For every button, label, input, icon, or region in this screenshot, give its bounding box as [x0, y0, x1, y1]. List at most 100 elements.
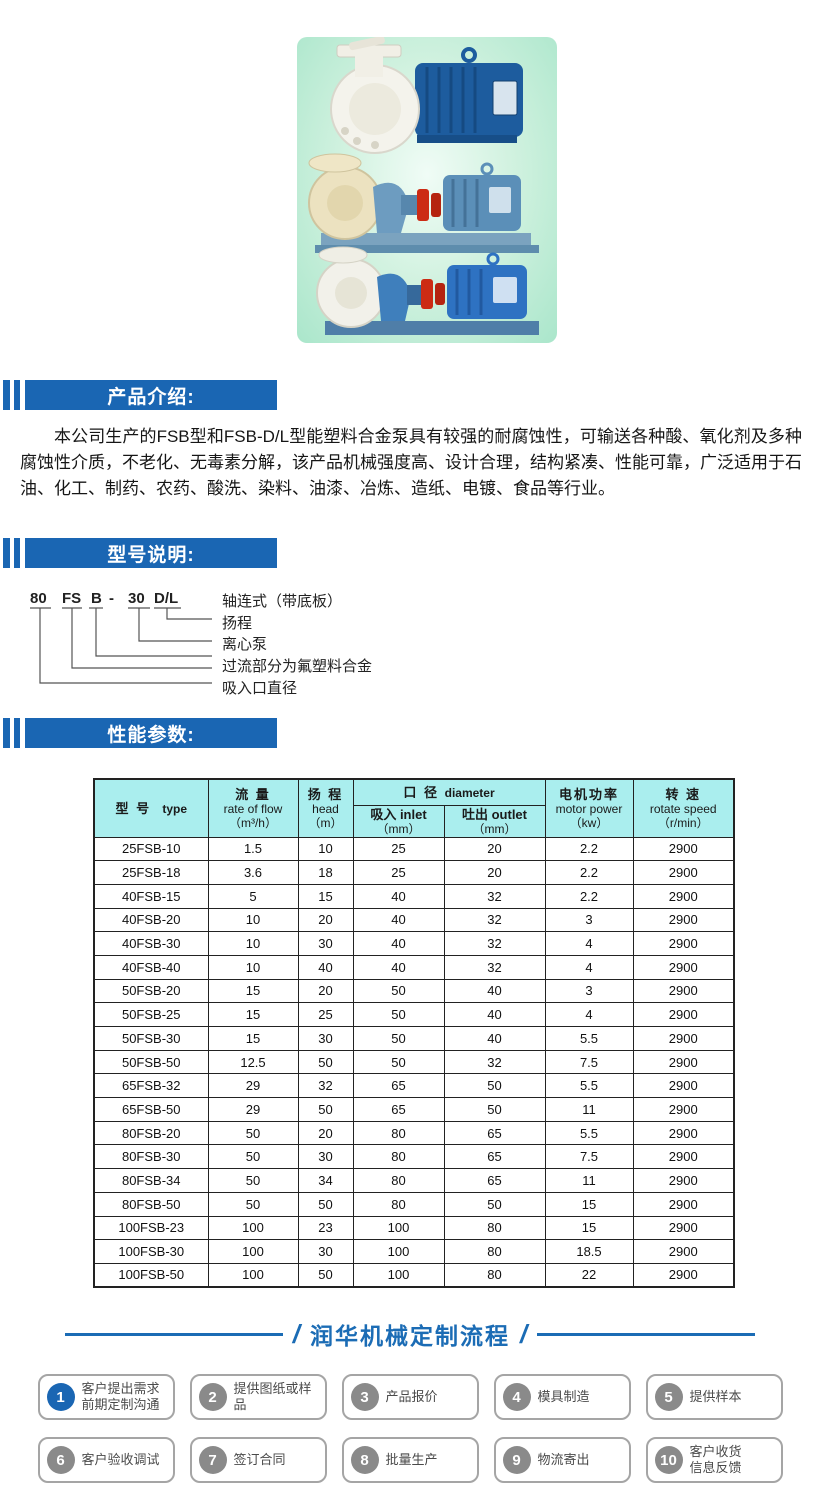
- pumps-illustration: [308, 37, 539, 335]
- table-cell: 80: [443, 1262, 546, 1288]
- table-cell: 100FSB-50: [93, 1262, 209, 1288]
- table-cell: 15: [544, 1215, 634, 1241]
- table-cell: 50: [443, 1073, 546, 1099]
- table-cell: 65FSB-32: [93, 1073, 209, 1099]
- title-line-right: [537, 1332, 755, 1336]
- table-cell: 50FSB-20: [93, 978, 209, 1004]
- table-cell: 100: [207, 1262, 299, 1288]
- table-cell: 25: [297, 1002, 354, 1027]
- section-header-params: 性能参数:: [0, 718, 820, 748]
- process-title-text: 润华机械定制流程: [310, 1323, 510, 1349]
- table-row: 40FSB-30 10 30 40 32 4 2900: [93, 931, 735, 956]
- table-cell: 80: [352, 1144, 445, 1170]
- table-cell: 50: [207, 1168, 299, 1193]
- table-cell: 3: [544, 907, 634, 933]
- process-step-card: 6 客户验收调试: [37, 1437, 175, 1483]
- process-step-card: 5 提供样本: [645, 1374, 783, 1420]
- process-title: / 润华机械定制流程 /: [0, 1318, 820, 1350]
- diagram-label-fluoroplastic: 过流部分为氟塑料合金: [222, 658, 373, 675]
- table-cell: 20: [443, 836, 546, 862]
- table-cell: 15: [207, 1026, 299, 1051]
- table-cell: 80FSB-34: [93, 1168, 209, 1193]
- step-number-badge: 10: [654, 1446, 683, 1474]
- step-number-badge: 4: [502, 1383, 531, 1411]
- decor-stripe: [14, 380, 20, 410]
- model-code-diagram: 80 FS B - 30 D/L 轴连式（带底板） 扬程 离心泵 过流部分为氟塑…: [0, 588, 820, 708]
- model-code-b: B: [91, 590, 102, 607]
- step-label: 客户验收调试: [81, 1452, 160, 1467]
- pump-bottom: [316, 246, 539, 335]
- table-cell: 5.5: [544, 1120, 634, 1146]
- model-code-dash: -: [109, 590, 114, 607]
- table-cell: 40FSB-40: [93, 954, 209, 980]
- title-line-left: [65, 1332, 283, 1336]
- model-code-fs: FS: [62, 590, 82, 607]
- table-cell: 2900: [632, 1049, 735, 1075]
- table-cell: 80: [443, 1239, 546, 1264]
- step-number-badge: 8: [350, 1446, 379, 1474]
- table-cell: 15: [544, 1191, 634, 1217]
- model-code-30: 30: [128, 590, 145, 607]
- table-cell: 50: [297, 1097, 354, 1122]
- table-cell: 50: [443, 1097, 546, 1122]
- step-label: 提供样本: [689, 1389, 742, 1404]
- table-cell: 100FSB-23: [93, 1215, 209, 1241]
- table-cell: 18: [297, 860, 354, 885]
- step-number-badge: 5: [654, 1383, 683, 1411]
- process-step-card: 1 客户提出需求 前期定制沟通: [37, 1374, 175, 1420]
- table-cell: 40: [297, 954, 354, 980]
- table-row: 65FSB-50 29 50 65 50 11 2900: [93, 1097, 735, 1122]
- table-cell: 80: [352, 1120, 445, 1146]
- table-cell: 32: [443, 907, 546, 933]
- table-cell: 10: [207, 907, 299, 933]
- table-cell: 2900: [632, 1073, 735, 1099]
- table-cell: 10: [207, 954, 299, 980]
- table-cell: 65FSB-50: [93, 1097, 209, 1122]
- table-cell: 29: [207, 1073, 299, 1099]
- step-label: 物流寄出: [537, 1452, 590, 1467]
- performance-table: 型 号 type 流 量 rate of flow （m³/h） 扬 程 hea…: [93, 778, 735, 1289]
- table-row: 50FSB-20 15 20 50 40 3 2900: [93, 978, 735, 1004]
- step-label: 签订合同: [233, 1452, 286, 1467]
- decor-stripe: [3, 718, 10, 748]
- pump-top: [330, 37, 523, 154]
- table-row: 80FSB-20 50 20 80 65 5.5 2900: [93, 1120, 735, 1146]
- table-cell: 2900: [632, 1002, 735, 1027]
- table-cell: 65: [443, 1168, 546, 1193]
- table-cell: 40: [443, 1026, 546, 1051]
- table-cell: 4: [544, 931, 634, 956]
- table-cell: 23: [297, 1215, 354, 1241]
- step-number-badge: 3: [350, 1383, 379, 1411]
- table-cell: 22: [544, 1262, 634, 1288]
- col-header-power: 电机功率 motor power （kw）: [544, 778, 634, 838]
- table-cell: 2.2: [544, 836, 634, 862]
- table-cell: 32: [443, 1049, 546, 1075]
- table-cell: 12.5: [207, 1049, 299, 1075]
- pump-middle: [308, 153, 539, 253]
- decor-stripe: [14, 718, 20, 748]
- table-row: 100FSB-30 100 30 100 80 18.5 2900: [93, 1239, 735, 1264]
- table-row: 100FSB-50 100 50 100 80 22 2900: [93, 1262, 735, 1288]
- table-cell: 80FSB-30: [93, 1144, 209, 1170]
- table-cell: 2900: [632, 1168, 735, 1193]
- table-cell: 65: [443, 1144, 546, 1170]
- table-cell: 40: [352, 907, 445, 933]
- table-cell: 30: [297, 931, 354, 956]
- step-label: 批量生产: [385, 1452, 438, 1467]
- table-cell: 7.5: [544, 1049, 634, 1075]
- table-cell: 2900: [632, 860, 735, 885]
- table-cell: 50: [297, 1049, 354, 1075]
- process-step-card: 3 产品报价: [341, 1374, 479, 1420]
- table-cell: 32: [443, 883, 546, 909]
- table-cell: 30: [297, 1144, 354, 1170]
- process-step-card: 8 批量生产: [341, 1437, 479, 1483]
- step-label: 提供图纸或样品: [233, 1381, 312, 1412]
- process-steps-row-1: 1 客户提出需求 前期定制沟通 2 提供图纸或样品 3 产品报价 4 模具制造 5 提供样本: [0, 1374, 820, 1420]
- section-title-params: 性能参数:: [25, 718, 277, 748]
- col-header-head: 扬 程 head （m）: [297, 778, 354, 838]
- process-step-card: 10 客户收货 信息反馈: [645, 1437, 783, 1483]
- title-slash-right: /: [520, 1318, 528, 1349]
- table-cell: 25FSB-18: [93, 860, 209, 885]
- table-cell: 1.5: [207, 836, 299, 862]
- step-label: 客户提出需求 前期定制沟通: [81, 1381, 160, 1412]
